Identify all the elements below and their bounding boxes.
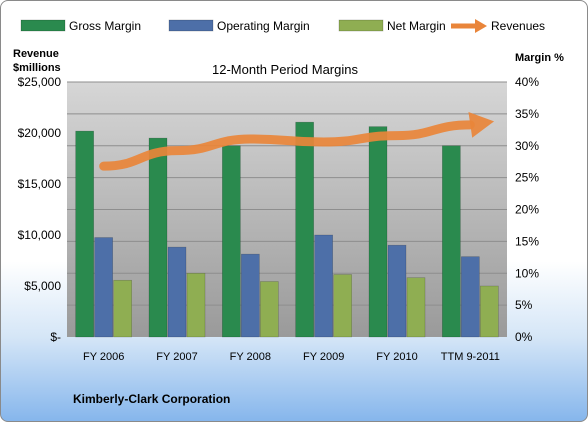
legend-label-net-margin: Net Margin — [387, 19, 446, 33]
right-tick-label: 30% — [515, 139, 539, 153]
gridlines — [67, 81, 507, 306]
left-tick-label: $20,000 — [18, 126, 62, 140]
bar-operating-margin — [461, 256, 480, 338]
left-axis-title-line2: $millions — [13, 62, 61, 74]
legend-label-revenues: Revenues — [491, 19, 545, 33]
left-tick-label: $- — [50, 330, 61, 344]
right-tick-label: 0% — [515, 330, 533, 344]
revenue-line — [99, 111, 495, 171]
left-tick-label: $5,000 — [24, 279, 61, 293]
bar-operating-margin — [241, 253, 260, 338]
right-tick-label: 40% — [515, 75, 539, 89]
bar-net-margin — [406, 277, 426, 338]
right-tick-label: 10% — [515, 266, 539, 280]
revenue-arrow-head — [468, 111, 495, 138]
bar-gross-margin — [442, 145, 461, 338]
bar-gross-margin — [222, 145, 241, 338]
right-tick-label: 15% — [515, 234, 539, 248]
bar-operating-margin — [167, 246, 187, 338]
bar-net-margin — [186, 272, 206, 338]
bar-gross-margin — [75, 130, 94, 338]
legend-label-operating-margin: Operating Margin — [217, 19, 310, 33]
legend-swatch-net-margin — [338, 19, 384, 32]
bar-net-margin — [260, 281, 279, 338]
legend-swatch-gross-margin — [20, 19, 66, 32]
left-tick-label: $25,000 — [18, 75, 62, 89]
revenue-line-path — [99, 120, 475, 171]
right-tick-label: 5% — [515, 298, 533, 312]
category-label: FY 2010 — [376, 351, 417, 363]
company-name: Kimberly-Clark Corporation — [73, 392, 230, 406]
bar-gross-margin — [295, 121, 314, 338]
bar-net-margin — [480, 285, 499, 338]
bar-operating-margin — [314, 234, 333, 338]
left-axis-title-line1: Revenue — [13, 48, 59, 60]
bar-net-margin — [113, 279, 132, 338]
category-label: FY 2009 — [303, 351, 344, 363]
category-label: FY 2008 — [230, 351, 271, 363]
legend: Gross Margin Operating Margin Net Margin Re… — [20, 19, 545, 33]
legend-swatch-operating-margin — [168, 19, 214, 32]
legend-arrow-revenues — [475, 19, 487, 33]
right-tick-label: 25% — [515, 171, 539, 185]
right-tick-label: 35% — [515, 107, 539, 121]
category-label: TTM 9-2011 — [441, 351, 500, 363]
chart-title: 12-Month Period Margins — [212, 62, 358, 77]
legend-label-gross-margin: Gross Margin — [69, 19, 141, 33]
bar-gross-margin — [148, 137, 168, 338]
left-tick-label: $10,000 — [18, 228, 62, 242]
bar-marks — [75, 121, 499, 338]
bar-operating-margin — [94, 237, 113, 338]
category-label: FY 2007 — [156, 351, 197, 363]
right-axis-title: Margin % — [515, 52, 564, 64]
right-tick-label: 20% — [515, 203, 539, 217]
left-tick-label: $15,000 — [18, 177, 62, 191]
category-label: FY 2006 — [83, 351, 124, 363]
axis-labels: $- $5,000 $10,000 $15,000 $20,000 $25,000 0% 5%… — [18, 75, 540, 363]
bar-net-margin — [333, 274, 352, 338]
bar-gross-margin — [368, 126, 388, 338]
bar-operating-margin — [387, 244, 407, 338]
